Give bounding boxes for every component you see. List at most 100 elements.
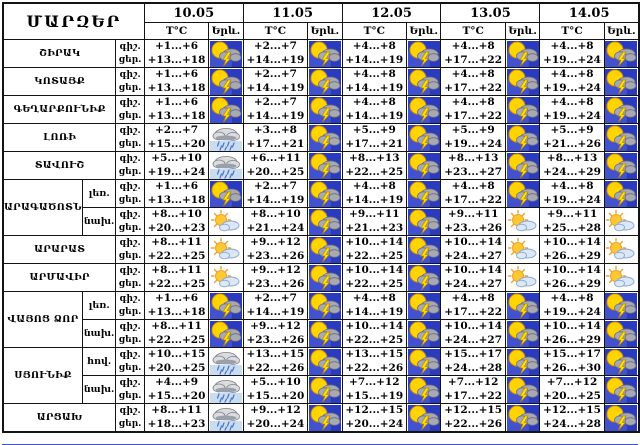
day-temp: +22...+25 — [147, 277, 206, 290]
temp-cell: +4...+8 +14...+19 — [341, 179, 407, 208]
day-temp: +24...+27 — [444, 333, 503, 346]
day-temp: +22...+25 — [147, 249, 206, 262]
sun-cloud-lightning-icon — [405, 39, 442, 68]
night-day-labels: գիշ. ցեր. — [115, 347, 145, 376]
day-temp: +20...+24 — [246, 417, 305, 430]
night-day-labels: գիշ. ցեր. — [115, 39, 145, 68]
rain-cloud-icon — [208, 403, 244, 433]
temp-cell: +7...+12 +20...+25 — [539, 375, 605, 404]
day-temp: +17...+22 — [444, 193, 503, 206]
day-temp: +13...+18 — [147, 109, 206, 122]
day-temp: +22...+26 — [345, 361, 404, 374]
night-temp: +9...+12 — [250, 264, 301, 277]
sun-cloud-lightning-icon — [405, 67, 442, 96]
forecast-row: նախ. գիշ. ցեր. +8...+10 +20...+23 +8...+10 +21… — [3, 207, 640, 236]
night-label: գիշ. — [119, 153, 141, 164]
phenomena-header: Երև. — [405, 22, 442, 40]
region-name: ԿՈՏԱՅՔ — [2, 67, 117, 96]
sun-cloud-lightning-icon — [307, 291, 343, 320]
temp-cell: +4...+8 +17...+22 — [440, 95, 506, 124]
temp-cell: +12...+15 +22...+26 — [440, 403, 506, 433]
sun-cloud-lightning-icon — [208, 67, 244, 96]
region-name: ԱՐՑԱԽ — [2, 403, 117, 433]
sun-cloud-lightning-icon — [504, 291, 541, 320]
temp-cell: +8...+11 +22...+25 — [143, 235, 210, 264]
sun-cloud-lightning-icon — [208, 39, 244, 68]
night-temp: +10...+14 — [444, 236, 503, 249]
night-day-labels: գիշ. ցեր. — [115, 263, 145, 292]
night-temp: +15...+17 — [444, 348, 503, 361]
temp-cell: +2...+7 +14...+19 — [242, 39, 309, 68]
sun-cloud-lightning-icon — [208, 95, 244, 124]
night-temp: +4...+8 — [550, 292, 594, 305]
temp-cell: +10...+14 +26...+29 — [539, 263, 605, 292]
date-header: 12.05 — [341, 2, 442, 23]
phenomena-header: Երև. — [504, 22, 541, 40]
night-temp: +4...+8 — [451, 68, 495, 81]
night-day-labels: գիշ. ցեր. — [115, 207, 145, 236]
sun-cloud-lightning-icon — [504, 123, 541, 152]
forecast-row: նախ. գիշ. ցեր. +4...+9 +15...+20 +5...+10 +15.… — [3, 375, 640, 404]
night-label: գիշ. — [119, 125, 141, 136]
sun-cloud-lightning-icon — [405, 207, 442, 236]
temp-cell: +7...+12 +15...+19 — [341, 375, 407, 404]
forecast-row: ՍՅՈՒՆԻՔ հով. գիշ. ցեր. +10...+15 +20...+25 +13… — [2, 347, 640, 404]
night-temp: +10...+14 — [444, 264, 503, 277]
day-temp: +17...+22 — [444, 81, 503, 94]
day-temp: +20...+24 — [345, 417, 404, 430]
sun-cloud-lightning-icon — [405, 179, 442, 208]
temp-cell: +2...+7 +14...+19 — [242, 95, 309, 124]
temp-cell: +9...+11 +23...+26 — [440, 207, 506, 236]
day-temp: +24...+28 — [444, 361, 503, 374]
temp-cell: +4...+8 +17...+22 — [440, 39, 506, 68]
day-temp: +17...+22 — [444, 389, 503, 402]
sun-cloud-icon — [504, 235, 541, 264]
night-day-labels: գիշ. ցեր. — [115, 179, 145, 208]
sun-cloud-lightning-icon — [307, 403, 343, 433]
night-temp: +1...+6 — [154, 180, 199, 193]
sun-cloud-lightning-icon — [603, 123, 640, 152]
day-temp: +24...+28 — [543, 417, 601, 430]
day-label: ցեր. — [118, 306, 142, 317]
region-name: ՍՅՈՒՆԻՔ — [2, 347, 83, 404]
night-temp: +2...+7 — [154, 124, 199, 137]
night-temp: +10...+14 — [543, 236, 601, 249]
night-temp: +10...+15 — [147, 348, 206, 361]
temp-cell: +8...+13 +24...+29 — [539, 151, 605, 180]
day-label: ցեր. — [118, 250, 142, 261]
phenomena-header: Երև. — [208, 22, 244, 40]
region-name: ՏԱՎՈՒՇ — [2, 151, 117, 180]
temp-cell: +15...+17 +24...+28 — [440, 347, 506, 376]
sun-cloud-lightning-icon — [603, 319, 640, 348]
sun-cloud-lightning-icon — [307, 347, 343, 376]
region-name: ԱՐԱԳԱԾՈՏՆ — [2, 179, 83, 236]
night-temp: +13...+15 — [345, 348, 404, 361]
day-temp: +14...+19 — [345, 81, 404, 94]
night-temp: +8...+11 — [151, 264, 202, 277]
temp-cell: +8...+13 +23...+27 — [440, 151, 506, 180]
forecast-row: ԱՐՄԱՎԻՐ գիշ. ցեր. +8...+11 +22...+25 +9...+12… — [2, 263, 640, 292]
temp-cell: +1...+6 +13...+18 — [143, 39, 210, 68]
temp-cell: +10...+14 +24...+27 — [440, 235, 506, 264]
temp-cell: +4...+8 +19...+24 — [539, 67, 605, 96]
day-temp: +21...+23 — [345, 221, 404, 234]
day-label: ցեր. — [118, 138, 142, 149]
temp-cell: +10...+14 +26...+29 — [539, 235, 605, 264]
sun-cloud-lightning-icon — [504, 179, 541, 208]
night-temp: +9...+11 — [447, 208, 499, 221]
sun-cloud-lightning-icon — [307, 235, 343, 264]
sun-cloud-lightning-icon — [405, 95, 442, 124]
temp-cell: +6...+11 +20...+25 — [242, 151, 309, 180]
temp-cell: +4...+8 +19...+24 — [539, 291, 605, 320]
temp-cell: +5...+9 +21...+26 — [539, 123, 605, 152]
subregion-label: լեռ. — [81, 179, 117, 208]
sun-cloud-lightning-icon — [603, 291, 640, 320]
day-temp: +14...+19 — [246, 81, 305, 94]
night-temp: +9...+12 — [250, 404, 301, 416]
region-name: ԼՈՌԻ — [2, 123, 117, 152]
night-label: գիշ. — [119, 349, 141, 360]
header-row-dates: ՄԱՐԶԵՐ 10.05 11.05 12.05 13.05 14.05 — [2, 2, 640, 40]
day-temp: +22...+25 — [345, 277, 404, 290]
rain-cloud-icon — [208, 151, 244, 180]
day-label: ցեր. — [118, 362, 142, 373]
